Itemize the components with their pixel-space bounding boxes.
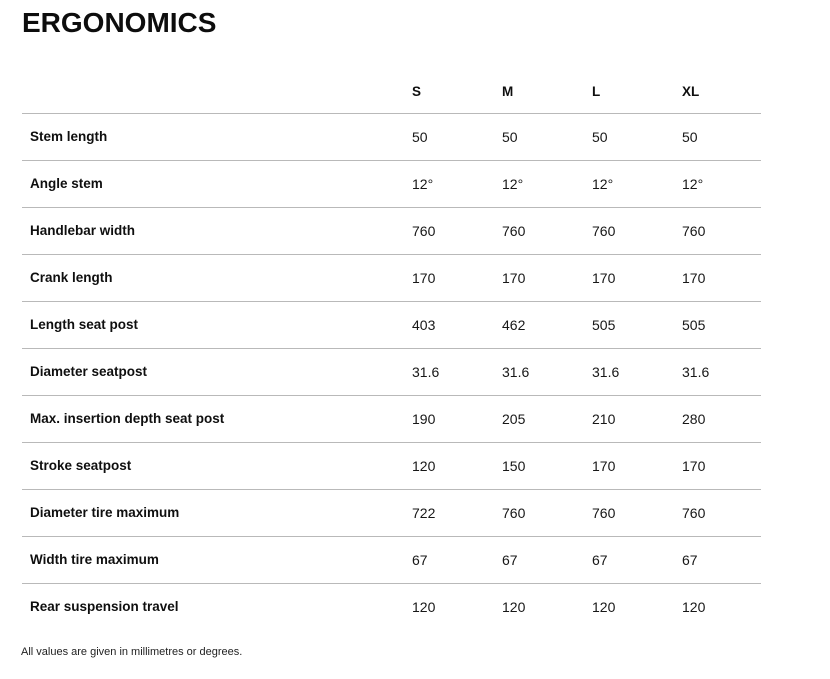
spec-value-xl: 280 [682, 395, 761, 443]
size-header-xl: XL [682, 70, 761, 114]
spec-value-s: 120 [412, 442, 502, 490]
spec-value-s: 760 [412, 207, 502, 255]
spec-value-l: 760 [592, 207, 682, 255]
spec-value-l: 12° [592, 160, 682, 208]
spec-label: Rear suspension travel [30, 599, 179, 615]
spec-label: Length seat post [22, 301, 412, 349]
spec-value-m: 31.6 [502, 348, 592, 396]
size-header-row: S M L XL [22, 70, 761, 114]
spec-value-l: 170 [592, 254, 682, 302]
spec-value-xl: 50 [682, 113, 761, 161]
spec-value-l: 67 [592, 536, 682, 584]
spec-value-l: 170 [592, 442, 682, 490]
spec-value-l: 210 [592, 395, 682, 443]
spec-value-m: 462 [502, 301, 592, 349]
spec-value-s: 50 [412, 113, 502, 161]
spec-value-l: 760 [592, 489, 682, 537]
spec-value-m: 12° [502, 160, 592, 208]
spec-value-m: 170 [502, 254, 592, 302]
spec-row-stroke-seatpost: Stroke seatpost 120 150 170 170 [22, 442, 761, 490]
spec-row-diameter-tire-maximum: Diameter tire maximum 722 760 760 760 [22, 489, 761, 537]
spec-value-s: 722 [412, 489, 502, 537]
spec-value-l: 31.6 [592, 348, 682, 396]
spec-value-l: 120 [592, 598, 616, 615]
spec-value-xl: 170 [682, 254, 761, 302]
spec-value-l: 50 [592, 113, 682, 161]
spec-value-m: 760 [502, 207, 592, 255]
spec-value-xl: 120 [682, 598, 706, 615]
size-header-l: L [592, 70, 682, 114]
spec-value-s: 170 [412, 254, 502, 302]
spec-row-width-tire-maximum: Width tire maximum 67 67 67 67 [22, 536, 761, 584]
spec-label: Stroke seatpost [22, 442, 412, 490]
spec-label: Diameter seatpost [22, 348, 412, 396]
spec-label: Stem length [22, 113, 412, 161]
spec-label: Crank length [22, 254, 412, 302]
spec-value-s: 12° [412, 160, 502, 208]
spec-value-xl: 760 [682, 489, 761, 537]
spec-row-rear-suspension-travel: Rear suspension travel 120 120 120 120 [22, 583, 761, 630]
size-header-s: S [412, 70, 502, 114]
spec-value-xl: 760 [682, 207, 761, 255]
spec-value-xl: 170 [682, 442, 761, 490]
spec-value-s: 403 [412, 301, 502, 349]
spec-row-angle-stem: Angle stem 12° 12° 12° 12° [22, 160, 761, 208]
spec-value-s: 120 [412, 598, 436, 615]
spec-label: Max. insertion depth seat post [22, 395, 412, 443]
spec-value-s: 190 [412, 395, 502, 443]
size-header-m: M [502, 70, 592, 114]
ergonomics-spec-table: S M L XL Stem length 50 50 50 50 Angle s… [22, 70, 761, 630]
spec-value-m: 760 [502, 489, 592, 537]
spec-value-xl: 67 [682, 536, 761, 584]
spec-value-l: 505 [592, 301, 682, 349]
spec-value-xl: 505 [682, 301, 761, 349]
spec-value-m: 150 [502, 442, 592, 490]
spec-value-m: 67 [502, 536, 592, 584]
spec-value-s: 31.6 [412, 348, 502, 396]
page-title: ERGONOMICS [22, 7, 217, 38]
spec-label: Angle stem [22, 160, 412, 208]
spec-label: Diameter tire maximum [22, 489, 412, 537]
spec-value-xl: 12° [682, 160, 761, 208]
spec-row-handlebar-width: Handlebar width 760 760 760 760 [22, 207, 761, 255]
spec-row-diameter-seatpost: Diameter seatpost 31.6 31.6 31.6 31.6 [22, 348, 761, 396]
spec-value-m: 120 [502, 598, 526, 615]
spec-value-m: 50 [502, 113, 592, 161]
spec-value-xl: 31.6 [682, 348, 761, 396]
spec-label: Width tire maximum [22, 536, 412, 584]
spec-row-length-seat-post: Length seat post 403 462 505 505 [22, 301, 761, 349]
spec-value-s: 67 [412, 536, 502, 584]
spec-label: Handlebar width [22, 207, 412, 255]
spec-row-stem-length: Stem length 50 50 50 50 [22, 113, 761, 161]
units-footnote: All values are given in millimetres or d… [21, 646, 243, 658]
spec-value-m: 205 [502, 395, 592, 443]
spec-row-crank-length: Crank length 170 170 170 170 [22, 254, 761, 302]
corner-cell [22, 70, 412, 114]
spec-row-max-insertion-depth: Max. insertion depth seat post 190 205 2… [22, 395, 761, 443]
